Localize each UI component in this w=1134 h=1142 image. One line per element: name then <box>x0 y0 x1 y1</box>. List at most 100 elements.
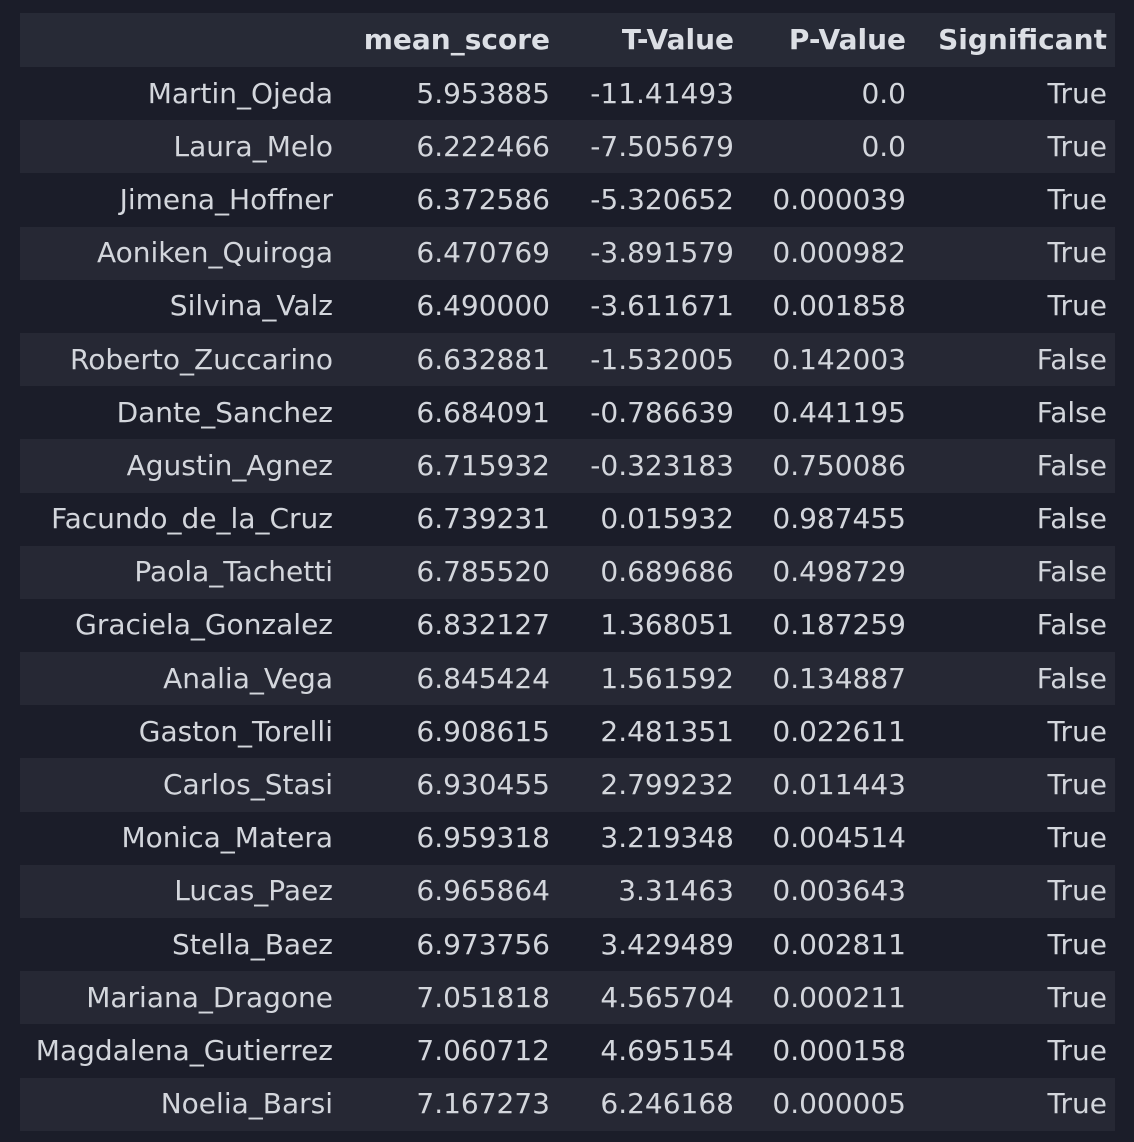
p-value-cell: 0.011443 <box>772 768 906 802</box>
table-row: Paola_Tachetti 6.785520 0.689686 0.498729 Fa… <box>20 545 1115 599</box>
mean-score-cell: 5.953885 <box>416 76 550 110</box>
dataframe-table: mean_score T-Value P-Value Significant M… <box>20 13 1115 1131</box>
significant-cell: False <box>1036 661 1107 695</box>
t-value-cell: 0.689686 <box>600 555 734 589</box>
row-index-label: Lucas_Paez <box>174 874 333 908</box>
mean-score-cell: 7.167273 <box>416 1087 550 1121</box>
t-value-cell: -11.41493 <box>590 76 734 110</box>
t-value-cell: 2.799232 <box>600 768 734 802</box>
significant-cell: True <box>1047 129 1107 163</box>
row-index-label: Mariana_Dragone <box>86 980 333 1014</box>
p-value-cell: 0.022611 <box>772 714 906 748</box>
index-column-header <box>20 13 341 67</box>
significant-cell: False <box>1036 395 1107 429</box>
significant-cell: True <box>1047 182 1107 216</box>
table-row: Silvina_Valz 6.490000 -3.611671 0.001858 Tru… <box>20 279 1115 333</box>
mean-score-cell: 6.965864 <box>416 874 550 908</box>
t-value-cell: -7.505679 <box>590 129 734 163</box>
p-value-cell: 0.000005 <box>772 1087 906 1121</box>
significant-cell: True <box>1047 768 1107 802</box>
p-value-cell: 0.002811 <box>772 927 906 961</box>
table-row: Analia_Vega 6.845424 1.561592 0.134887 False <box>20 652 1115 706</box>
mean-score-cell: 6.930455 <box>416 768 550 802</box>
row-index-label: Silvina_Valz <box>169 289 333 323</box>
table-body: Martin_Ojeda 5.953885 -11.41493 0.0 True Laur… <box>20 67 1115 1131</box>
row-index-label: Graciela_Gonzalez <box>75 608 333 642</box>
significant-cell: True <box>1047 1087 1107 1121</box>
significant-cell: True <box>1047 874 1107 908</box>
mean-score-cell: 6.832127 <box>416 608 550 642</box>
table-row: Stella_Baez 6.973756 3.429489 0.002811 True <box>20 918 1115 972</box>
row-index-label: Stella_Baez <box>172 927 333 961</box>
table-row: Agustin_Agnez 6.715932 -0.323183 0.750086 Fa… <box>20 439 1115 493</box>
t-value-cell: 3.219348 <box>600 821 734 855</box>
mean-score-cell: 6.222466 <box>416 129 550 163</box>
significant-cell: True <box>1047 980 1107 1014</box>
row-index-label: Gaston_Torelli <box>138 714 333 748</box>
significant-cell: True <box>1047 1033 1107 1067</box>
t-value-cell: -0.323183 <box>590 448 734 482</box>
significant-cell: True <box>1047 821 1107 855</box>
table-row: Roberto_Zuccarino 6.632881 -1.532005 0.1420… <box>20 332 1115 387</box>
p-value-cell: 0.004514 <box>772 821 906 855</box>
mean-score-cell: 6.470769 <box>416 236 550 270</box>
mean-score-cell: 6.372586 <box>416 182 550 216</box>
significant-cell: False <box>1036 608 1107 642</box>
row-index-label: Roberto_Zuccarino <box>70 342 333 376</box>
significant-cell: True <box>1047 236 1107 270</box>
header-row: mean_score T-Value P-Value Significant <box>20 13 1115 67</box>
mean-score-cell: 6.715932 <box>416 448 550 482</box>
significant-cell: True <box>1047 76 1107 110</box>
t-value-cell: 2.481351 <box>600 714 734 748</box>
table-header: mean_score T-Value P-Value Significant <box>20 13 1115 67</box>
row-index-label: Carlos_Stasi <box>163 768 333 802</box>
mean-score-cell: 6.973756 <box>416 927 550 961</box>
mean-score-cell: 7.060712 <box>416 1033 550 1067</box>
mean-score-cell: 6.632881 <box>416 342 550 376</box>
row-index-label: Paola_Tachetti <box>134 555 333 589</box>
row-index-label: Analia_Vega <box>163 661 333 695</box>
p-value-cell: 0.498729 <box>772 555 906 589</box>
mean-score-cell: 6.739231 <box>416 502 550 536</box>
column-header-p-value: P-Value <box>788 23 906 56</box>
table-row: Aoniken_Quiroga 6.470769 -3.891579 0.000982… <box>20 226 1115 280</box>
mean-score-cell: 6.490000 <box>416 289 550 323</box>
t-value-cell: 6.246168 <box>600 1087 734 1121</box>
p-value-cell: 0.000039 <box>772 182 906 216</box>
table-row: Martin_Ojeda 5.953885 -11.41493 0.0 True <box>20 67 1115 121</box>
t-value-cell: -5.320652 <box>590 182 734 216</box>
mean-score-cell: 6.684091 <box>416 395 550 429</box>
p-value-cell: 0.0 <box>861 76 906 110</box>
p-value-cell: 0.000158 <box>772 1033 906 1067</box>
p-value-cell: 0.987455 <box>772 502 906 536</box>
table-row: Laura_Melo 6.222466 -7.505679 0.0 True <box>20 120 1115 174</box>
t-value-cell: 0.015932 <box>600 502 734 536</box>
column-header-significant: Significant <box>938 23 1107 56</box>
row-index-label: Magdalena_Gutierrez <box>35 1033 333 1067</box>
p-value-cell: 0.000211 <box>772 980 906 1014</box>
table-row: Mariana_Dragone 7.051818 4.565704 0.000211 T… <box>20 971 1115 1025</box>
t-value-cell: 3.31463 <box>618 874 734 908</box>
p-value-cell: 0.001858 <box>772 289 906 323</box>
t-value-cell: -3.891579 <box>590 236 734 270</box>
p-value-cell: 0.134887 <box>772 661 906 695</box>
significant-cell: True <box>1047 289 1107 323</box>
table-row: Carlos_Stasi 6.930455 2.799232 0.011443 True <box>20 758 1115 812</box>
t-value-cell: 3.429489 <box>600 927 734 961</box>
mean-score-cell: 6.845424 <box>416 661 550 695</box>
significant-cell: False <box>1036 342 1107 376</box>
t-value-cell: -0.786639 <box>590 395 734 429</box>
t-value-cell: 4.695154 <box>600 1033 734 1067</box>
significant-cell: True <box>1047 714 1107 748</box>
table-row: Noelia_Barsi 7.167273 6.246168 0.000005 True <box>20 1077 1115 1131</box>
row-index-label: Facundo_de_la_Cruz <box>51 502 333 536</box>
table-row: Facundo_de_la_Cruz 6.739231 0.015932 0.9874… <box>20 492 1115 546</box>
significant-cell: False <box>1036 555 1107 589</box>
significant-cell: False <box>1036 502 1107 536</box>
table-row: Jimena_Hoffner 6.372586 -5.320652 0.000039 T… <box>20 173 1115 227</box>
t-value-cell: -1.532005 <box>590 342 734 376</box>
table-row: Dante_Sanchez 6.684091 -0.786639 0.441195 Fa… <box>20 386 1115 440</box>
t-value-cell: 4.565704 <box>600 980 734 1014</box>
column-header-mean-score: mean_score <box>363 23 550 56</box>
